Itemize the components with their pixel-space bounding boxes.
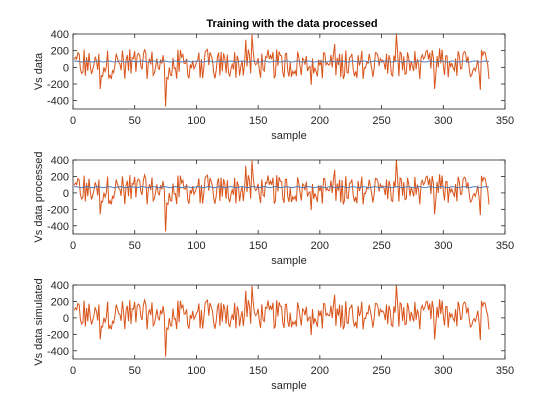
x-tick-label: 150 bbox=[249, 365, 267, 377]
y-tick-label: 400 bbox=[51, 280, 69, 292]
x-tick-label: 0 bbox=[70, 115, 76, 127]
x-tick-label: 350 bbox=[496, 115, 514, 127]
plot-area bbox=[74, 285, 489, 357]
y-tick-label: 0 bbox=[63, 62, 69, 74]
figure-title: Training with the data processed bbox=[206, 18, 377, 30]
y-tick-label: 200 bbox=[51, 171, 69, 183]
y-tick-label: 400 bbox=[51, 155, 69, 167]
x-tick-label: 350 bbox=[496, 365, 514, 377]
plot-area bbox=[74, 34, 489, 107]
x-tick-label: 250 bbox=[372, 365, 390, 377]
subplot-1: 0 50 100 150 200 250 300 350 400 200 0 -200 -400 samp… bbox=[33, 29, 514, 142]
y-tick-label: 200 bbox=[51, 296, 69, 308]
x-tick-label: 150 bbox=[249, 115, 267, 127]
x-tick-label: 50 bbox=[129, 240, 141, 252]
x-tick-label: 250 bbox=[372, 240, 390, 252]
series-line-1 bbox=[74, 285, 489, 357]
x-tick-label: 100 bbox=[187, 240, 205, 252]
y-tick-label: -200 bbox=[47, 204, 69, 216]
series-line-1 bbox=[74, 160, 489, 232]
x-tick-label: 200 bbox=[311, 240, 329, 252]
y-axis-label: Vs data processed bbox=[33, 151, 45, 242]
y-axis-label: Vs data simulated bbox=[33, 278, 45, 365]
x-tick-label: 100 bbox=[187, 115, 205, 127]
x-tick-label: 50 bbox=[129, 365, 141, 377]
subplot-2: 0 50 100 150 200 250 300 350 400 200 0 -200 -400 samp… bbox=[33, 151, 514, 267]
subplot-3: 0 50 100 150 200 250 300 350 400 200 0 -200 -400 samp… bbox=[33, 278, 514, 392]
x-axis-label: sample bbox=[271, 130, 306, 142]
y-tick-label: 0 bbox=[63, 313, 69, 325]
x-tick-label: 200 bbox=[311, 365, 329, 377]
series-line-1 bbox=[74, 34, 489, 107]
x-tick-label: 150 bbox=[249, 240, 267, 252]
y-tick-label: -400 bbox=[47, 346, 69, 358]
y-tick-label: -400 bbox=[47, 96, 69, 108]
x-tick-label: 350 bbox=[496, 240, 514, 252]
y-tick-label: 200 bbox=[51, 46, 69, 58]
plot-area bbox=[74, 160, 489, 232]
x-tick-label: 50 bbox=[129, 115, 141, 127]
y-axis-label: Vs data bbox=[33, 52, 45, 90]
x-tick-label: 0 bbox=[70, 365, 76, 377]
x-tick-label: 0 bbox=[70, 240, 76, 252]
x-tick-label: 200 bbox=[311, 115, 329, 127]
subplots: 0 50 100 150 200 250 300 350 400 200 0 -200 -400 samp… bbox=[33, 29, 514, 392]
y-tick-label: -200 bbox=[47, 329, 69, 341]
y-tick-label: 0 bbox=[63, 188, 69, 200]
x-axis-label: sample bbox=[271, 380, 306, 392]
x-tick-label: 100 bbox=[187, 365, 205, 377]
x-tick-label: 300 bbox=[434, 240, 452, 252]
x-axis-label: sample bbox=[271, 255, 306, 267]
y-tick-label: 400 bbox=[51, 29, 69, 41]
x-tick-label: 300 bbox=[434, 115, 452, 127]
x-tick-label: 300 bbox=[434, 365, 452, 377]
x-tick-label: 250 bbox=[372, 115, 390, 127]
y-tick-label: -200 bbox=[47, 79, 69, 91]
y-tick-label: -400 bbox=[47, 221, 69, 233]
